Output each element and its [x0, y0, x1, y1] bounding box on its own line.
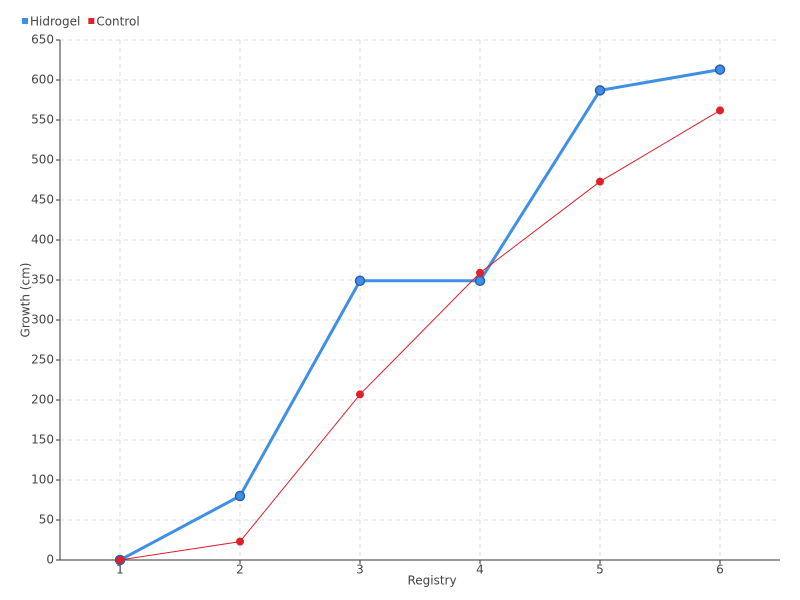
x-tick-label: 5 [596, 563, 604, 577]
x-tick-label: 2 [236, 563, 244, 577]
data-point [714, 64, 726, 75]
x-tick-label: 6 [716, 563, 724, 577]
data-point [116, 556, 124, 564]
x-tick-label: 3 [356, 563, 364, 577]
y-tick-label: 400 [31, 233, 54, 247]
x-tick-label: 1 [116, 563, 124, 577]
legend-label: Control [96, 15, 139, 29]
y-tick-label: 0 [46, 553, 54, 567]
data-point [716, 106, 724, 115]
series-line [119, 109, 721, 561]
data-point [236, 537, 244, 546]
legend-swatch [22, 18, 28, 24]
y-axis-label: Growth (cm) [19, 263, 33, 338]
y-tick-label: 100 [31, 473, 54, 487]
y-tick-label: 450 [31, 193, 54, 207]
data-point [594, 85, 606, 96]
y-tick-label: 600 [31, 73, 54, 87]
data-point [354, 275, 366, 287]
y-tick-label: 550 [31, 113, 54, 127]
series-line [119, 68, 721, 562]
y-tick-label: 50 [39, 513, 54, 527]
y-tick-label: 350 [31, 273, 54, 287]
data-point [474, 275, 486, 287]
y-tick-label: 200 [31, 393, 54, 407]
data-point [234, 490, 246, 502]
x-axis-label: Registry [407, 574, 456, 588]
y-tick-label: 150 [31, 433, 54, 447]
y-tick-label: 300 [31, 313, 54, 327]
data-point [356, 390, 364, 399]
x-tick-label: 4 [476, 563, 484, 577]
data-point [476, 268, 484, 277]
legend-label: Hidrogel [30, 15, 80, 29]
data-point [596, 177, 604, 186]
y-tick-label: 650 [31, 33, 54, 47]
y-tick-label: 250 [31, 353, 54, 367]
legend-swatch [88, 18, 95, 24]
y-tick-label: 500 [31, 153, 54, 167]
